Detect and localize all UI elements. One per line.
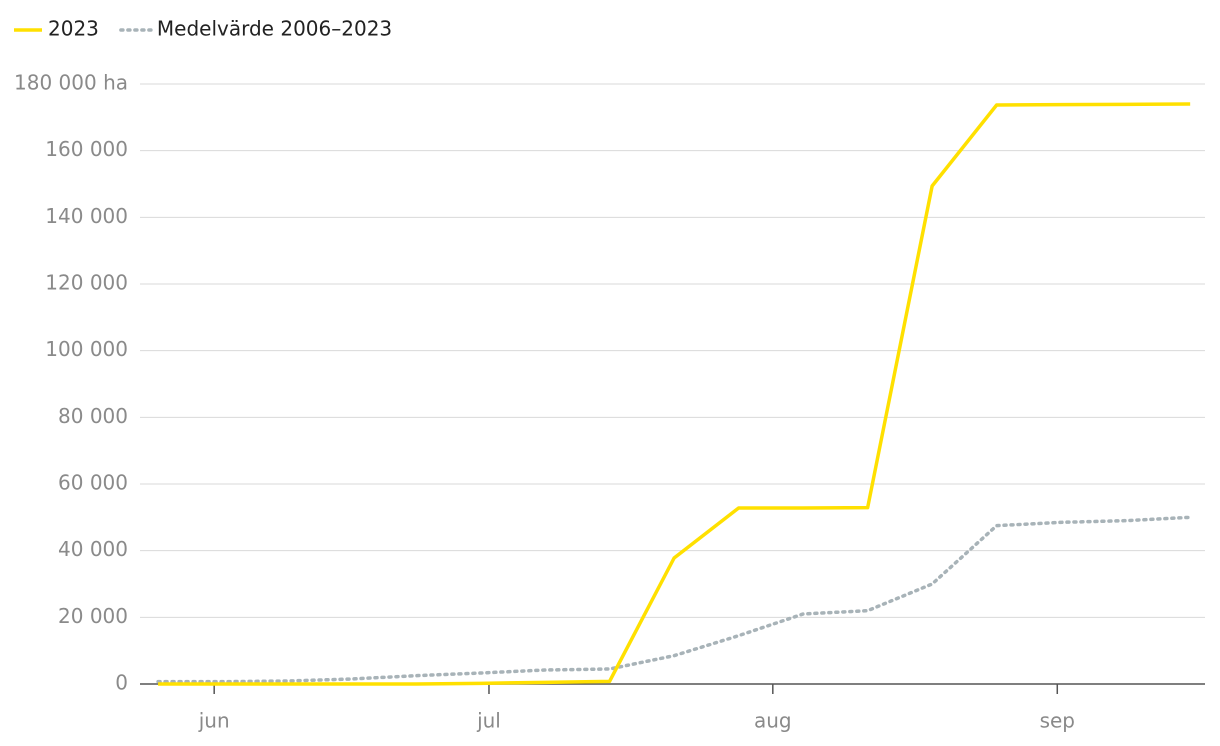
legend-label: Medelvärde 2006–2023 [157, 17, 392, 41]
y-tick-label: 60 000 [58, 471, 128, 495]
x-tick-label: sep [1040, 709, 1075, 733]
legend-label: 2023 [48, 17, 99, 41]
series-line [156, 515, 1192, 684]
y-tick-label: 80 000 [58, 404, 128, 428]
y-tick-label: 0 [115, 671, 128, 695]
y-tick-label: 120 000 [45, 271, 128, 295]
series-line [158, 102, 1191, 686]
x-tick-label: aug [754, 709, 792, 733]
y-tick-label: 140 000 [45, 204, 128, 228]
y-tick-label: 100 000 [45, 337, 128, 361]
y-tick-label: 20 000 [58, 604, 128, 628]
y-tick-label: 40 000 [58, 537, 128, 561]
y-tick-label: 180 000 ha [14, 71, 128, 95]
legend: 2023 Medelvärde 2006–2023 [14, 17, 392, 41]
y-tick-label: 160 000 [45, 137, 128, 161]
x-tick-label: jun [198, 709, 230, 733]
x-tick-label: jul [476, 709, 501, 733]
